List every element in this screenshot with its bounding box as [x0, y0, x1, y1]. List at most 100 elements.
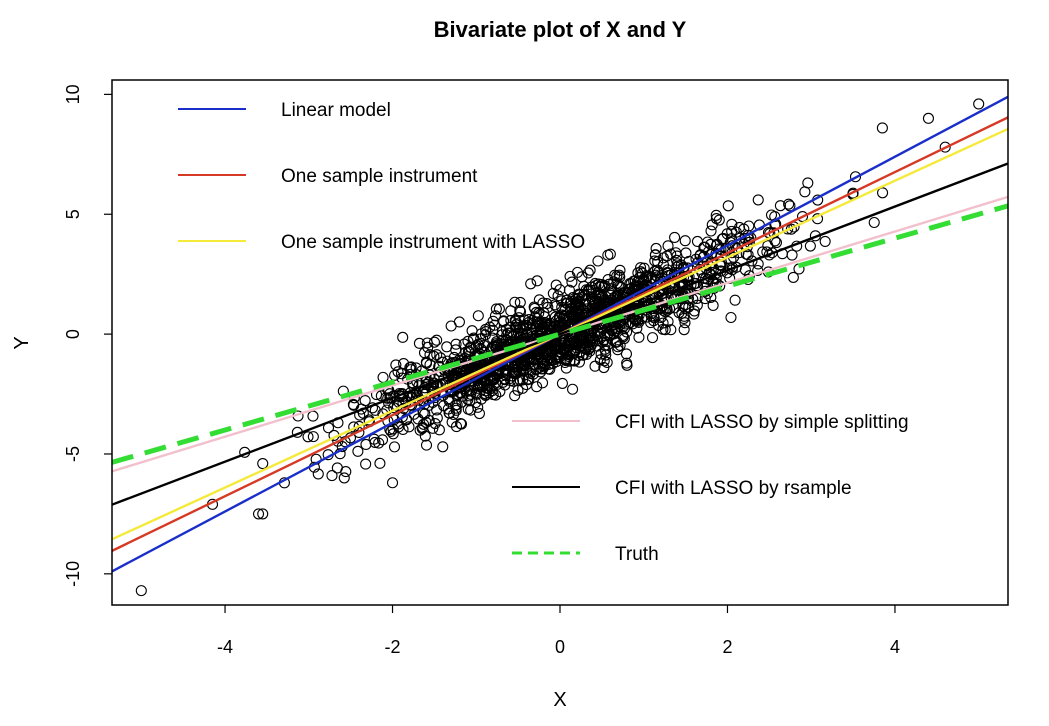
- y-tick-label: -10: [63, 561, 83, 587]
- scatter-point: [648, 315, 660, 327]
- legend-label: CFI with LASSO by simple splitting: [615, 412, 909, 433]
- scatter-point: [518, 322, 530, 335]
- scatter-point: [484, 383, 496, 395]
- scatter-point: [659, 324, 671, 336]
- scatter-point: [787, 271, 799, 283]
- scatter-point: [592, 255, 604, 267]
- scatter-point: [135, 585, 147, 597]
- scatter-point: [326, 470, 338, 482]
- scatter-point: [417, 418, 430, 430]
- legend-label: Truth: [615, 544, 659, 565]
- scatter-point: [738, 223, 750, 235]
- scatter-point: [377, 371, 389, 383]
- scatter-point: [418, 347, 431, 359]
- scatter-point: [679, 235, 691, 247]
- scatter-point: [475, 333, 487, 345]
- legend: Linear model One sample instrument One sam…: [178, 100, 909, 565]
- scatter-point: [490, 303, 502, 315]
- scatter-point: [742, 249, 754, 261]
- scatter-point: [398, 357, 410, 370]
- scatter-point: [585, 339, 598, 351]
- scatter-point: [374, 457, 386, 469]
- x-tick-label: 2: [722, 637, 732, 657]
- scatter-point: [414, 424, 426, 436]
- scatter-point: [752, 264, 764, 277]
- scatter-point: [620, 318, 632, 330]
- scatter-point: [520, 379, 533, 391]
- y-axis-label: Y: [11, 336, 33, 349]
- scatter-point: [491, 339, 504, 351]
- scatter-point: [612, 280, 624, 292]
- scatter-point: [397, 331, 409, 343]
- scatter-point: [471, 388, 483, 400]
- scatter-point: [922, 112, 934, 124]
- scatter-point: [630, 315, 642, 327]
- scatter-point: [388, 441, 401, 453]
- scatter-point: [786, 249, 798, 261]
- x-tick-label: 4: [890, 637, 900, 657]
- scatter-point: [691, 292, 703, 304]
- scatter-point: [746, 255, 758, 267]
- scatter-point: [799, 186, 811, 198]
- scatter-point: [705, 248, 717, 260]
- scatter-point: [567, 383, 579, 395]
- scatter-point: [510, 367, 522, 379]
- scatter-point: [636, 313, 648, 325]
- scatter-point: [576, 271, 588, 283]
- series-line-truth: [111, 203, 1009, 465]
- scatter-point: [651, 264, 663, 276]
- scatter-point: [473, 407, 485, 420]
- x-tick-label: 0: [555, 637, 565, 657]
- scatter-point: [359, 395, 371, 407]
- scatter-point: [392, 366, 404, 378]
- scatter-point: [710, 272, 722, 284]
- scatter-point: [657, 304, 669, 316]
- scatter-point: [566, 276, 578, 288]
- scatter-point: [536, 377, 549, 389]
- x-tick-label: -2: [385, 637, 401, 657]
- scatter-points: [135, 98, 985, 597]
- scatter-point: [257, 508, 269, 520]
- scatter-point: [443, 407, 455, 419]
- scatter-point: [705, 225, 717, 237]
- scatter-point: [804, 240, 816, 252]
- scatter-point: [665, 248, 677, 260]
- scatter-point: [597, 291, 609, 303]
- chart-title: Bivariate plot of X and Y: [434, 17, 687, 42]
- scatter-point: [404, 362, 416, 374]
- scatter-point: [596, 336, 608, 348]
- scatter-point: [537, 297, 549, 309]
- scatter-point: [621, 359, 633, 371]
- series-line-cfi-with-lasso-by-rsample: [111, 162, 1009, 506]
- scatter-point: [939, 141, 951, 153]
- scatter-point: [573, 356, 586, 368]
- scatter-point: [596, 280, 608, 292]
- scatter-point: [601, 356, 613, 369]
- y-tick-label: 5: [63, 209, 83, 219]
- scatter-point: [784, 200, 796, 212]
- scatter-point: [348, 399, 360, 411]
- scatter-point: [497, 315, 510, 327]
- scatter-point: [499, 374, 511, 386]
- scatter-point: [312, 468, 324, 480]
- scatter-point: [601, 328, 614, 340]
- scatter-point: [338, 472, 350, 484]
- scatter-point: [390, 359, 402, 371]
- scatter-point: [423, 414, 435, 427]
- legend-label: CFI with LASSO by rsample: [615, 478, 852, 499]
- scatter-point: [560, 362, 572, 374]
- scatter-point: [307, 410, 319, 422]
- scatter-point: [650, 242, 662, 255]
- scatter-point: [487, 389, 499, 401]
- scatter-point: [417, 407, 429, 419]
- scatter-point: [517, 382, 529, 394]
- scatter-point: [531, 381, 543, 393]
- scatter-point: [707, 299, 719, 311]
- scatter-point: [492, 368, 504, 380]
- scatter-point: [360, 458, 372, 470]
- scatter-point: [511, 360, 524, 372]
- scatter-point: [641, 272, 653, 284]
- scatter-point: [973, 98, 985, 110]
- scatter-point: [646, 332, 659, 344]
